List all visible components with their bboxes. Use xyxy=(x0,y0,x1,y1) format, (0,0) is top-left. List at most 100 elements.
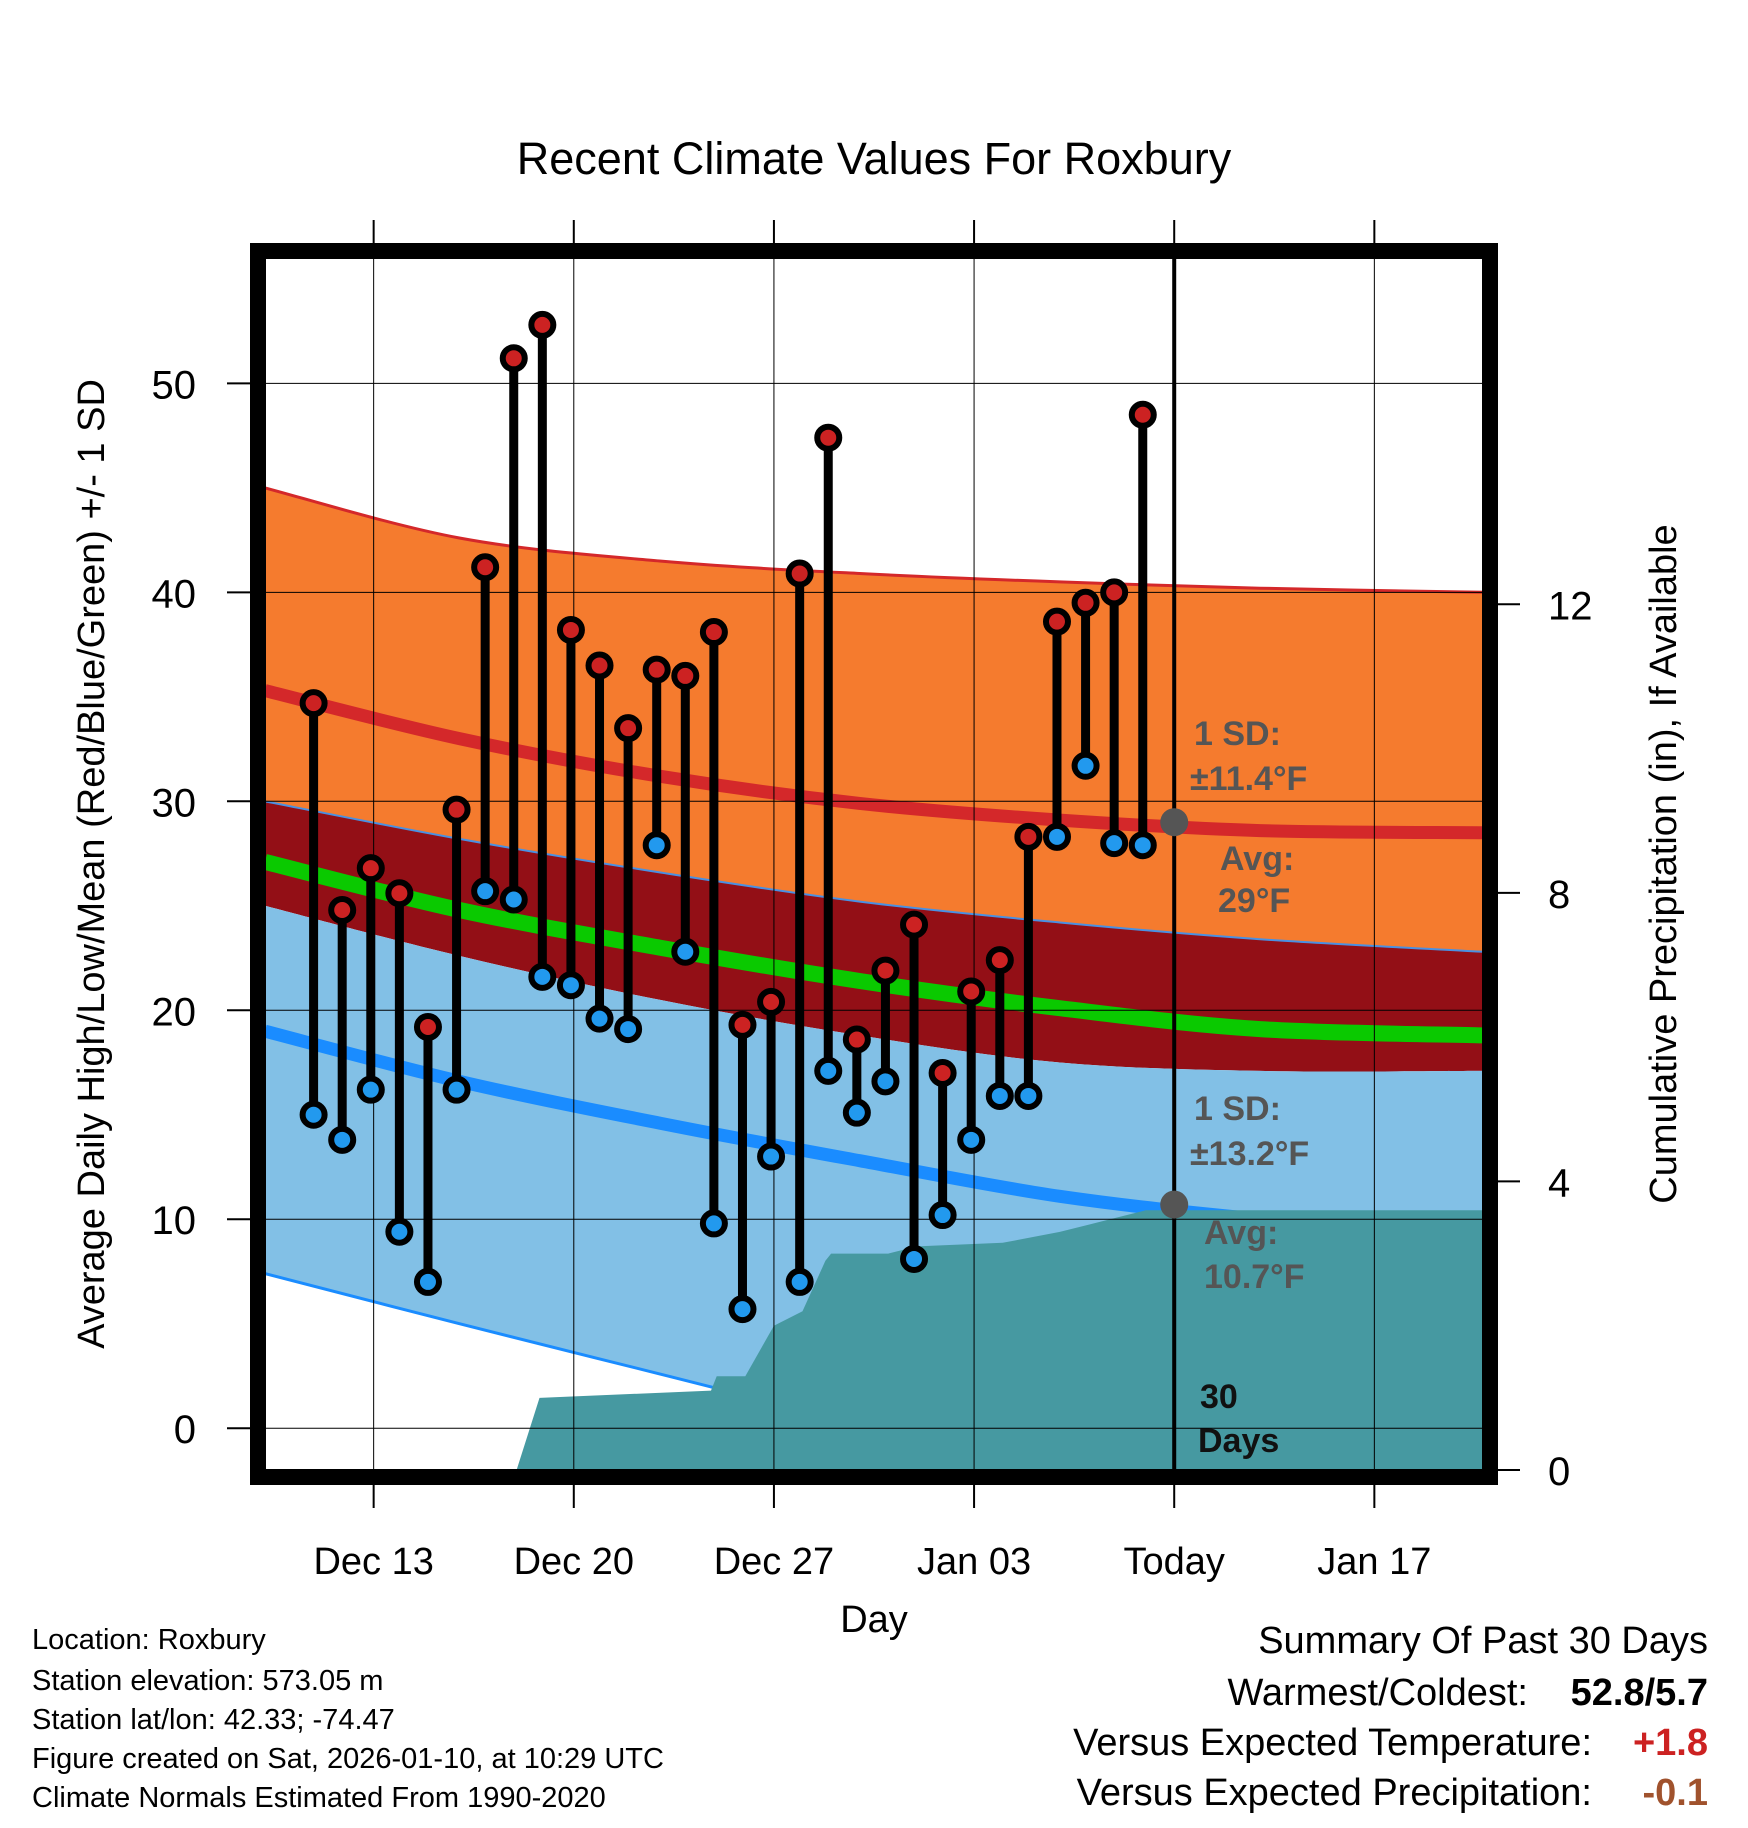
summary-precip: Versus Expected Precipitation: -0.1 xyxy=(1077,1772,1708,1815)
daily-high-point xyxy=(671,661,700,690)
daily-low-point xyxy=(871,1067,900,1096)
daily-low-point xyxy=(328,1125,357,1154)
daily-high-point xyxy=(413,1012,442,1041)
daily-low-point xyxy=(1100,829,1129,858)
summary-precip-value: -0.1 xyxy=(1642,1772,1708,1814)
daily-high-point xyxy=(842,1025,871,1054)
info-created: Figure created on Sat, 2026-01-10, at 10… xyxy=(32,1743,664,1775)
daily-low-point xyxy=(785,1267,814,1296)
summary-warm-cold: Warmest/Coldest: 52.8/5.7 xyxy=(1227,1672,1708,1715)
high-avg-label: Avg: xyxy=(1220,840,1294,878)
daily-low-point xyxy=(728,1295,757,1324)
daily-high-point xyxy=(985,946,1014,975)
y2-tick-label: 0 xyxy=(1548,1450,1570,1494)
daily-low-point xyxy=(671,937,700,966)
info-normals: Climate Normals Estimated From 1990-2020 xyxy=(32,1782,606,1814)
today-avg-low-marker xyxy=(1160,1190,1189,1219)
high-plus-sd-line xyxy=(265,486,1483,594)
high-sd-value: ±11.4°F xyxy=(1190,760,1307,798)
daily-high-point xyxy=(1014,822,1043,851)
daily-high-point xyxy=(328,895,357,924)
daily-high-point xyxy=(728,1010,757,1039)
daily-high-point xyxy=(1042,607,1071,636)
summary-warm-cold-label: Warmest/Coldest: xyxy=(1227,1672,1528,1714)
daily-low-point xyxy=(757,1142,786,1171)
x-tick-label: Today xyxy=(1124,1541,1225,1583)
y-tick-label: 10 xyxy=(152,1199,197,1243)
info-latlon: Station lat/lon: 42.33; -74.47 xyxy=(32,1704,395,1736)
daily-high-point xyxy=(556,615,585,644)
y-tick-label: 30 xyxy=(152,781,197,825)
daily-low-point xyxy=(957,1125,986,1154)
daily-high-point xyxy=(785,559,814,588)
today-annotations: 1 SD: ±11.4°F Avg: 29°F 1 SD: ±13.2°F Avg: 10.7… xyxy=(1160,715,1309,1460)
summary-temp: Versus Expected Temperature: +1.8 xyxy=(1073,1722,1708,1765)
daily-high-point xyxy=(642,655,671,684)
high-sd-label: 1 SD: xyxy=(1194,715,1281,753)
summary-temp-label: Versus Expected Temperature: xyxy=(1073,1722,1592,1764)
daily-high-point xyxy=(699,618,728,647)
daily-high-point xyxy=(471,553,500,582)
cumulative-precip-area xyxy=(516,1210,1483,1470)
summary-warm-cold-value: 52.8/5.7 xyxy=(1570,1672,1708,1714)
x-tick-label: Dec 27 xyxy=(714,1541,834,1583)
y2-tick-label: 12 xyxy=(1548,584,1593,628)
grid-lines xyxy=(265,258,1483,1470)
daily-low-point xyxy=(699,1209,728,1238)
daily-low-point xyxy=(814,1056,843,1085)
axes: 0 10 20 30 40 50 0 4 8 12 Dec 13 Dec 20 Dec 27 Jan 03… xyxy=(152,220,1593,1583)
daily-high-point xyxy=(757,987,786,1016)
daily-high-point xyxy=(871,956,900,985)
summary-title: Summary Of Past 30 Days xyxy=(1258,1620,1708,1662)
low-sd-label: 1 SD: xyxy=(1194,1090,1281,1128)
daily-low-point xyxy=(442,1075,471,1104)
daily-high-point xyxy=(1128,400,1157,429)
daily-low-point xyxy=(985,1081,1014,1110)
daily-high-point xyxy=(928,1058,957,1087)
summary-precip-label: Versus Expected Precipitation: xyxy=(1076,1772,1592,1814)
daily-low-point xyxy=(1071,751,1100,780)
x-tick-label: Jan 03 xyxy=(917,1541,1031,1583)
daily-high-point xyxy=(900,910,929,939)
x-axis-label: Day xyxy=(840,1599,908,1641)
x-tick-label: Dec 20 xyxy=(514,1541,634,1583)
daily-high-point xyxy=(356,854,385,883)
window-days-unit: Days xyxy=(1198,1422,1279,1460)
y2-tick-label: 8 xyxy=(1548,873,1570,917)
daily-low-point xyxy=(356,1075,385,1104)
low-sd-value: ±13.2°F xyxy=(1190,1135,1309,1173)
y-axis-label: Average Daily High/Low/Mean (Red/Blue/Gr… xyxy=(71,379,113,1349)
daily-low-point xyxy=(413,1267,442,1296)
daily-high-point xyxy=(614,714,643,743)
daily-range-bars xyxy=(299,310,1157,1324)
today-avg-high-marker xyxy=(1160,808,1189,837)
info-elevation: Station elevation: 573.05 m xyxy=(32,1665,384,1697)
daily-low-point xyxy=(471,877,500,906)
daily-low-point xyxy=(1128,831,1157,860)
daily-high-point xyxy=(1071,588,1100,617)
plot-frame xyxy=(250,243,1498,1485)
y-tick-label: 40 xyxy=(152,572,197,616)
daily-low-point xyxy=(614,1015,643,1044)
info-location: Location: Roxbury xyxy=(32,1624,266,1656)
daily-high-point xyxy=(814,423,843,452)
window-days-number: 30 xyxy=(1200,1378,1238,1416)
daily-high-point xyxy=(499,344,528,373)
daily-low-point xyxy=(299,1100,328,1129)
daily-high-point xyxy=(442,795,471,824)
daily-high-point xyxy=(957,977,986,1006)
y-tick-label: 20 xyxy=(152,990,197,1034)
daily-low-point xyxy=(1014,1081,1043,1110)
summary-temp-value: +1.8 xyxy=(1632,1722,1708,1764)
y2-axis-label: Cumulative Precipitation (in), If Availa… xyxy=(1643,524,1685,1203)
low-avg-label: Avg: xyxy=(1204,1214,1278,1252)
daily-high-point xyxy=(1100,578,1129,607)
daily-low-point xyxy=(585,1004,614,1033)
average-high-line xyxy=(265,684,1483,840)
daily-low-point xyxy=(499,885,528,914)
daily-low-point xyxy=(1042,822,1071,851)
high-avg-value: 29°F xyxy=(1218,882,1290,920)
daily-high-point xyxy=(385,879,414,908)
y-tick-label: 50 xyxy=(152,363,197,407)
